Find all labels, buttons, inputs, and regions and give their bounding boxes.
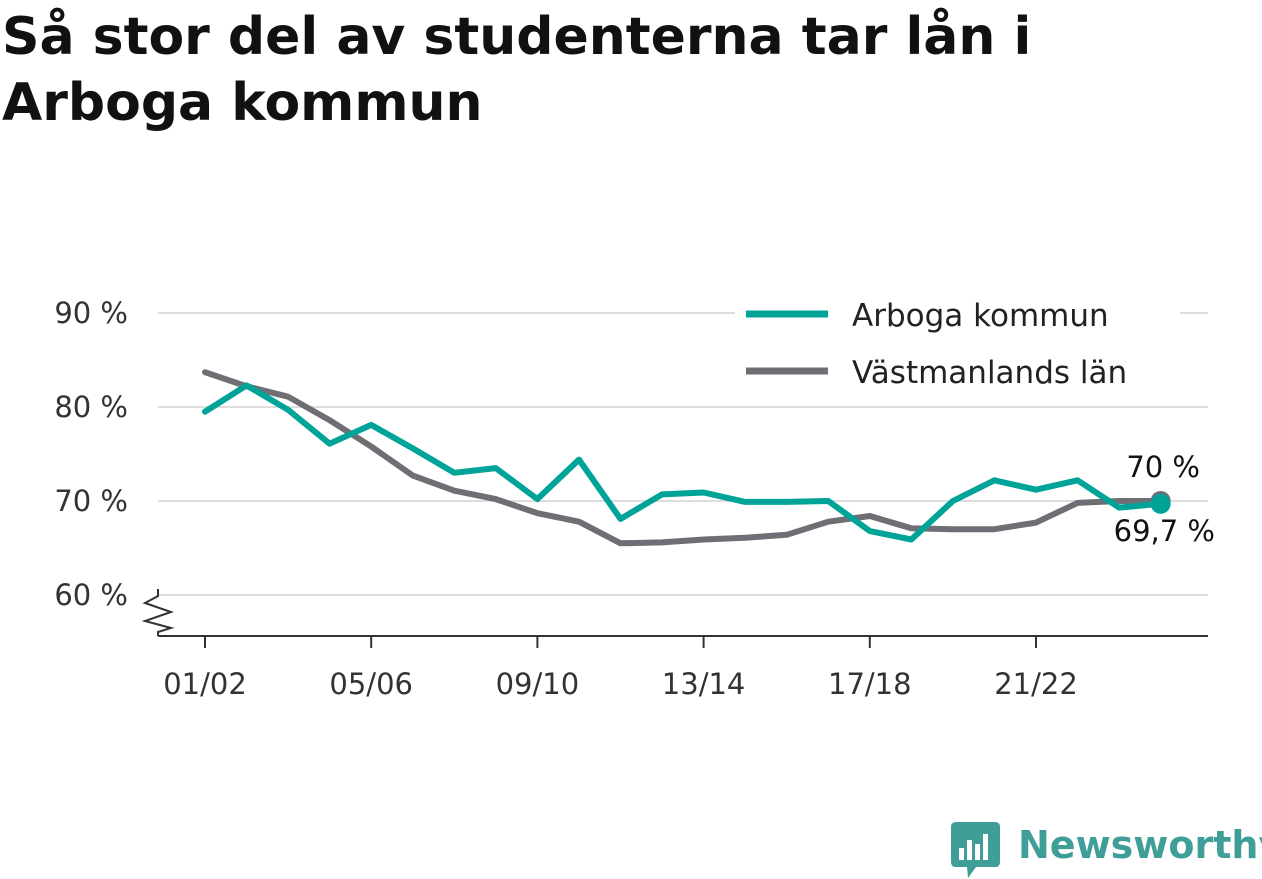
logo-bar-2 — [967, 840, 972, 860]
logo-bar-3 — [975, 844, 980, 860]
y-tick-label-60: 60 % — [54, 578, 128, 612]
x-axis — [141, 589, 1208, 648]
end-label-vastmanland: 70 % — [1126, 450, 1200, 484]
y-tick-label-90: 90 % — [54, 296, 128, 330]
y-tick-label-80: 80 % — [54, 390, 128, 424]
brand-name: Newsworthy — [1018, 823, 1262, 867]
end-label-arboga: 69,7 % — [1114, 514, 1215, 548]
logo-bar-1 — [959, 848, 964, 860]
legend-label-arboga: Arboga kommun — [852, 298, 1109, 334]
series-line-vastmanland — [202, 369, 1164, 547]
x-tick-label-09/10: 09/10 — [496, 667, 580, 701]
legend: Arboga kommun Västmanlands län — [735, 287, 1180, 405]
logo-bar-4 — [983, 834, 988, 860]
x-tick-label-13/14: 13/14 — [662, 667, 746, 701]
axis-break-icon — [141, 589, 175, 636]
legend-background — [735, 287, 1180, 405]
x-tick-label-17/18: 17/18 — [828, 667, 912, 701]
x-tick-label-21/22: 21/22 — [994, 667, 1078, 701]
x-axis-labels: 01/02 05/06 09/10 13/14 17/18 21/22 — [163, 667, 1078, 701]
x-tick-label-01/02: 01/02 — [163, 667, 247, 701]
y-axis-labels: 60 % 70 % 80 % 90 % — [54, 296, 128, 612]
chart-title: Så stor del av studenterna tar lån i Arb… — [2, 7, 1032, 133]
end-markers — [1150, 491, 1171, 514]
x-tick-label-05/06: 05/06 — [329, 667, 413, 701]
end-marker-arboga — [1150, 493, 1171, 514]
legend-label-vastmanland: Västmanlands län — [852, 355, 1127, 391]
y-tick-label-70: 70 % — [54, 484, 128, 518]
newsworthy-logo: Newsworthy — [951, 822, 1262, 878]
series-lines — [202, 369, 1164, 547]
series-line-arboga — [202, 382, 1164, 543]
